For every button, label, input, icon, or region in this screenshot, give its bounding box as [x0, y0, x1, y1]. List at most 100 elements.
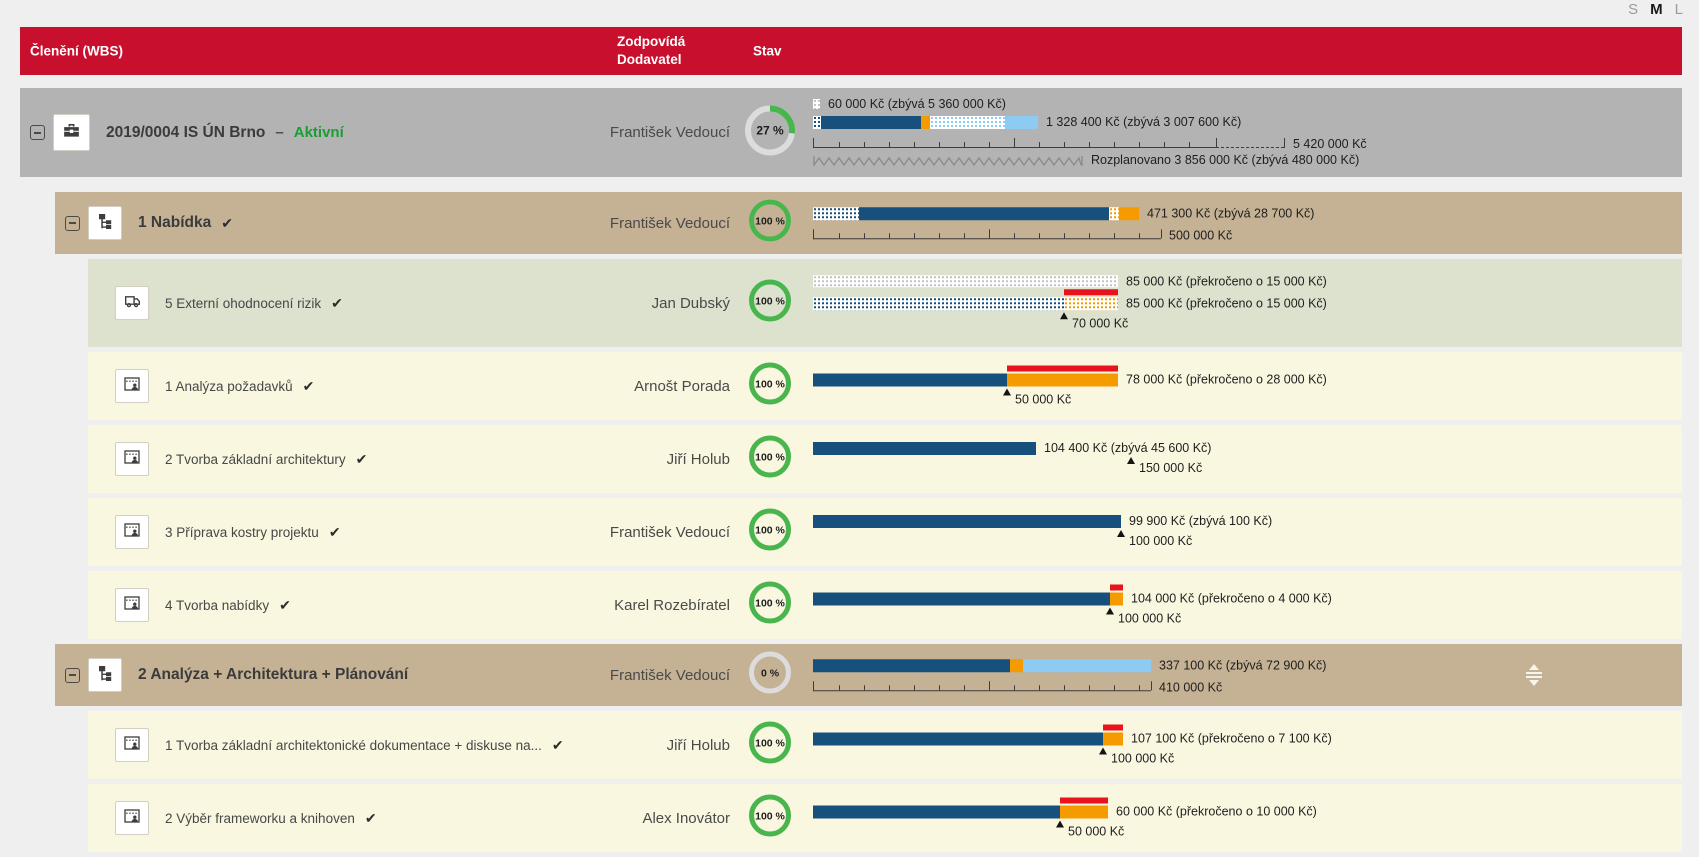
row-type-icon-box: [88, 206, 122, 240]
check-icon: ✔: [328, 523, 341, 540]
cost-scale-ruler: [813, 228, 1162, 239]
task-card-icon: [122, 806, 142, 831]
budget-marker-icon: [1056, 820, 1064, 828]
wbs-row[interactable]: 4 Tvorba nabídky ✔ Karel Rozebíratel 100 % 1…: [88, 571, 1682, 639]
cost-scale-label: 500 000 Kč: [1169, 228, 1233, 243]
svg-text:0 %: 0 %: [761, 668, 780, 680]
bar-segment-navy: [813, 515, 1121, 528]
cost-bar: [813, 442, 1036, 455]
budget-marker-line: 150 000 Kč: [813, 456, 1211, 476]
size-option-m[interactable]: M: [1650, 1, 1663, 18]
svg-text:100 %: 100 %: [755, 738, 785, 750]
cost-bar-label: 1 328 400 Kč (zbývá 3 007 600 Kč): [1046, 115, 1242, 130]
cost-bar-line: 85 000 Kč (překročeno o 15 000 Kč): [813, 275, 1327, 288]
task-card-icon: [122, 593, 142, 618]
owner-name: František Vedoucí: [609, 523, 730, 541]
progress-ring: 100 %: [747, 507, 793, 558]
wbs-row[interactable]: 2019/0004 IS ÚN Brno – Aktivní František Ve…: [20, 88, 1682, 177]
cost-bar-label: 99 900 Kč (zbývá 100 Kč): [1129, 514, 1273, 529]
row-title: 2 Tvorba základní architektury: [165, 451, 346, 467]
cost-scale-line: 5 420 000 Kč: [813, 135, 1367, 151]
wbs-tree-icon: [95, 211, 115, 236]
owner-name: František Vedoucí: [609, 666, 730, 684]
budget-marker-label: 100 000 Kč: [1111, 751, 1175, 766]
column-header-owner: Zodpovídá Dodavatel: [617, 33, 686, 67]
cost-bar-line: 60 000 Kč (zbývá 5 360 000 Kč): [813, 96, 1367, 111]
budget-marker-label: 100 000 Kč: [1129, 534, 1193, 548]
planned-label: Rozplanovano 3 856 000 Kč (zbývá 480 000…: [1091, 153, 1360, 168]
wbs-row[interactable]: 2 Tvorba základní architektury ✔ Jiří Holu…: [88, 425, 1682, 493]
progress-ring: 100 %: [747, 434, 793, 485]
bar-segment-dot-navy: [813, 116, 821, 129]
wbs-row[interactable]: 1 Tvorba základní architektonické dokume…: [88, 711, 1682, 779]
cost-bar-line: 104 000 Kč (překročeno o 4 000 Kč): [813, 584, 1332, 606]
owner-name: Alex Inovátor: [642, 809, 730, 827]
cost-bar-label: 107 100 Kč (překročeno o 7 100 Kč): [1131, 731, 1332, 746]
budget-marker-label: 70 000 Kč: [1072, 315, 1129, 330]
row-type-icon-box: [115, 286, 149, 320]
bar-segment-orange: [921, 116, 930, 129]
wbs-row[interactable]: 5 Externí ohodnocení rizik ✔ Jan Dubský 100…: [88, 259, 1682, 347]
budget-marker-label: 50 000 Kč: [1068, 824, 1125, 839]
size-option-s[interactable]: S: [1628, 1, 1639, 18]
cost-bar-line: 471 300 Kč (zbývá 28 700 Kč): [813, 207, 1314, 221]
task-card-icon: [122, 520, 142, 545]
wbs-row-list: 2019/0004 IS ÚN Brno – Aktivní František Ve…: [0, 88, 1682, 857]
cost-bar: [813, 805, 1108, 819]
bar-segment-navy: [813, 805, 1060, 819]
budget-marker-icon: [1106, 607, 1114, 615]
cost-bar: [813, 275, 1118, 288]
wbs-row[interactable]: 2 Výběr frameworku a knihoven ✔ Alex Inová…: [88, 784, 1682, 852]
check-icon: ✔: [551, 736, 564, 753]
cost-chart: 99 900 Kč (zbývá 100 Kč) 100 000 Kč: [813, 515, 1272, 549]
check-icon: ✔: [221, 214, 233, 231]
row-title: 2019/0004 IS ÚN Brno: [106, 123, 266, 141]
size-option-l[interactable]: L: [1674, 1, 1683, 18]
progress-ring: 100 %: [747, 361, 793, 412]
wbs-row[interactable]: 3 Příprava kostry projektu ✔ František Ved…: [88, 498, 1682, 566]
bar-segment-orange: [1060, 805, 1108, 819]
owner-name: Jan Dubský: [651, 294, 730, 312]
svg-text:100 %: 100 %: [755, 216, 785, 228]
cost-chart: 85 000 Kč (překročeno o 15 000 Kč) 85 000…: [813, 275, 1327, 331]
cost-scale-label: 5 420 000 Kč: [1293, 137, 1367, 151]
check-icon: ✔: [355, 450, 368, 467]
bar-segment-orange: [1007, 373, 1118, 387]
row-title: 2 Analýza + Architektura + Plánování: [138, 666, 409, 683]
cost-bar-line: 337 100 Kč (zbývá 72 900 Kč): [813, 659, 1326, 673]
wbs-row[interactable]: 1 Nabídka ✔ František Vedoucí 100 % 471 300 …: [55, 192, 1682, 254]
cost-bar-label: 60 000 Kč (zbývá 5 360 000 Kč): [828, 96, 1006, 111]
wbs-row[interactable]: 1 Analýza požadavků ✔ Arnošt Porada 100 % 78…: [88, 352, 1682, 420]
cost-bar-label: 104 400 Kč (zbývá 45 600 Kč): [1044, 441, 1212, 456]
row-title: 1 Tvorba základní architektonické dokume…: [165, 737, 542, 753]
collapse-toggle[interactable]: [65, 667, 80, 683]
bar-segment-orange: [1119, 207, 1139, 221]
bar-segment-dot-orange: [1109, 207, 1119, 221]
budget-marker-line: 100 000 Kč: [813, 747, 1332, 767]
progress-ring: 100 %: [747, 278, 793, 329]
bar-segment-dot-white: [813, 98, 820, 109]
wbs-row[interactable]: 2 Analýza + Architektura + Plánování Fran…: [55, 644, 1682, 706]
overrun-strip: [1007, 365, 1118, 372]
check-icon: ✔: [279, 596, 291, 613]
cost-bar-line: 104 400 Kč (zbývá 45 600 Kč): [813, 442, 1211, 455]
collapse-toggle[interactable]: [65, 215, 80, 231]
owner-name: Arnošt Porada: [634, 377, 730, 395]
cost-bar-label: 85 000 Kč (překročeno o 15 000 Kč): [1126, 296, 1327, 310]
cost-bar-label: 60 000 Kč (překročeno o 10 000 Kč): [1116, 804, 1317, 819]
budget-marker-line: 50 000 Kč: [813, 820, 1317, 840]
bar-segment-dot-white: [813, 275, 1118, 288]
bar-segment-orange: [1010, 659, 1023, 673]
overrun-strip: [1110, 584, 1123, 591]
drag-handle-icon[interactable]: [1526, 664, 1542, 686]
budget-marker-label: 100 000 Kč: [1118, 611, 1182, 626]
collapse-toggle[interactable]: [30, 125, 45, 140]
owner-name: Jiří Holub: [666, 450, 730, 468]
cost-scale-ruler: [813, 680, 1152, 691]
progress-ring: 100 %: [747, 580, 793, 631]
svg-text:100 %: 100 %: [755, 379, 785, 391]
svg-text:100 %: 100 %: [755, 296, 785, 308]
budget-marker-icon: [1117, 530, 1125, 537]
budget-marker-line: 100 000 Kč: [813, 529, 1272, 549]
